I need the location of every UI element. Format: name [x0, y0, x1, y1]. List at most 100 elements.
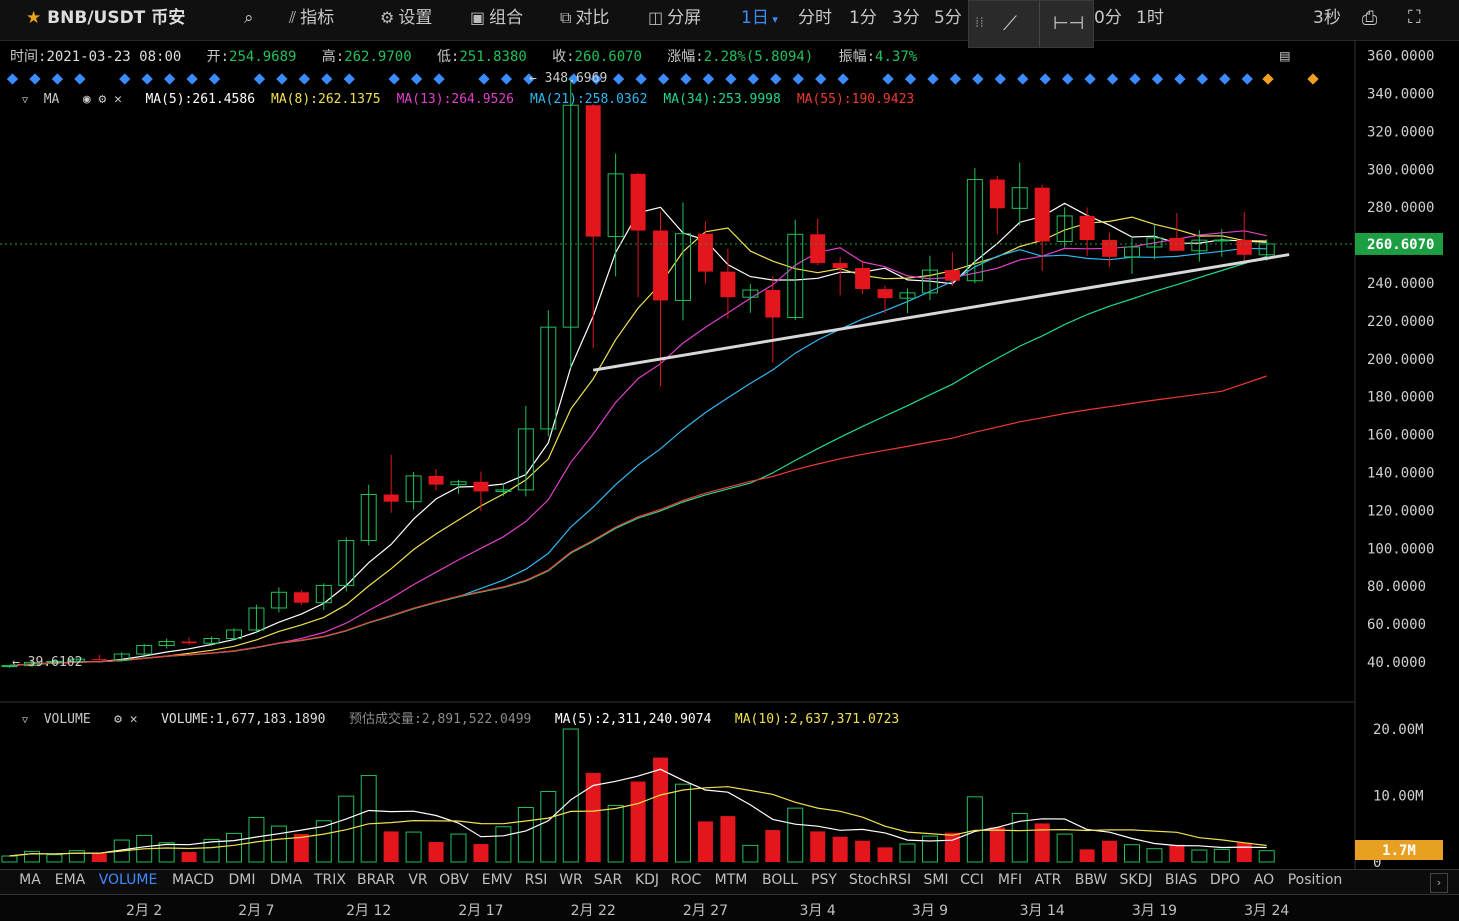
chevron-down-icon: ▾	[768, 13, 778, 26]
interval-1m[interactable]: 1分	[849, 8, 877, 28]
volume-bar-up	[68, 850, 85, 863]
calendar-icon[interactable]: ▤	[1280, 46, 1290, 65]
interval-time[interactable]: 分时	[798, 8, 832, 28]
drawing-toolbar: ⁞⁞ ⟋ ⊢⊣	[968, 0, 1094, 48]
candle-body-up	[158, 641, 175, 647]
candle-body-up	[46, 660, 63, 663]
high-marker: ← 348.6969	[529, 71, 607, 86]
change-label: 涨幅:	[667, 49, 704, 65]
indicator-tab[interactable]: MACD	[172, 872, 214, 888]
indicator-tab[interactable]: StochRSI	[848, 872, 912, 888]
compare-icon: ⧉	[560, 8, 572, 27]
settings-button[interactable]: ⚙ 设置	[380, 0, 432, 36]
candle-body-up	[338, 540, 355, 586]
gear-icon[interactable]: ⚙	[114, 712, 122, 727]
refresh-rate[interactable]: 3秒	[1313, 8, 1341, 28]
indicator-tab[interactable]: EMV	[481, 872, 513, 888]
indicator-tab[interactable]: MA	[19, 872, 41, 888]
indicator-tab[interactable]: MTM	[714, 872, 748, 888]
indicator-tab[interactable]: TRIX	[314, 872, 346, 888]
interval-30m[interactable]: 0分	[1094, 8, 1122, 28]
horizontal-line-tool-icon[interactable]: ⊢⊣	[1053, 13, 1085, 34]
compare-label: 对比	[575, 8, 610, 28]
candle-body-down	[944, 270, 960, 281]
event-marker	[702, 73, 715, 85]
symbol-selector[interactable]: ★ BNB/USDT 币安	[26, 0, 185, 36]
line-tool-icon[interactable]: ⟋	[1003, 11, 1017, 35]
collapse-icon[interactable]: ▽	[22, 715, 29, 726]
fullscreen-icon[interactable]: ⛶	[1408, 7, 1421, 28]
interval-1d[interactable]: 1日 ▾	[741, 0, 778, 36]
search-icon[interactable]: ⌕	[244, 8, 254, 28]
candle-body-up	[1, 665, 18, 668]
event-marker	[612, 73, 625, 85]
event-marker	[1039, 73, 1051, 85]
volume-bar-up	[360, 775, 377, 863]
event-marker	[433, 73, 445, 85]
current-volume-tag	[1355, 840, 1443, 860]
indicator-button[interactable]: ⫽ 指标	[289, 0, 334, 36]
indicator-tab[interactable]: WR	[559, 872, 583, 888]
indicator-tab[interactable]: BRAR	[356, 872, 396, 888]
candle-body-up	[315, 584, 332, 604]
indicator-tab[interactable]: ROC	[670, 872, 702, 888]
collapse-icon[interactable]: ▽	[22, 95, 29, 106]
indicator-tab[interactable]: RSI	[524, 872, 548, 888]
volume-bar-up	[158, 842, 175, 863]
indicator-tab[interactable]: VOLUME	[98, 872, 158, 888]
candle-body-up	[607, 173, 624, 238]
indicator-tab[interactable]: CCI	[960, 872, 984, 888]
price-tick-label: 160.0000	[1367, 428, 1434, 444]
indicator-tab[interactable]: PSY	[811, 872, 837, 888]
indicator-tab[interactable]: BOLL	[762, 872, 798, 888]
split-button[interactable]: ◫ 分屏	[648, 0, 701, 36]
date-tick-label: 2月 7	[238, 903, 275, 919]
split-icon: ◫	[648, 8, 664, 27]
indicator-tab[interactable]: DPO	[1209, 872, 1241, 888]
indicator-tab[interactable]: SMI	[923, 872, 949, 888]
indicator-tab[interactable]: OBV	[439, 872, 469, 888]
camera-icon[interactable]: ⎙	[1362, 7, 1378, 29]
indicator-tab[interactable]: SKDJ	[1119, 872, 1153, 888]
price-tick-label: 300.0000	[1367, 162, 1434, 178]
current-price-label: 260.6070	[1367, 237, 1434, 253]
indicator-tab[interactable]: Position	[1287, 872, 1343, 888]
indicator-tab[interactable]: VR	[408, 872, 428, 888]
indicator-tab[interactable]: MFI	[997, 872, 1023, 888]
volume-bar-up	[517, 806, 534, 863]
volume-bar-up	[405, 831, 422, 863]
volume-bar-up	[675, 783, 691, 863]
candle-body-up	[675, 233, 691, 301]
compare-button[interactable]: ⧉ 对比	[560, 0, 609, 36]
interval-1h[interactable]: 1时	[1136, 8, 1164, 28]
gear-icon[interactable]: ⚙	[98, 92, 107, 107]
indicator-tab[interactable]: EMA	[54, 872, 86, 888]
volume-bar-up	[787, 807, 804, 863]
combo-button[interactable]: ▣ 组合	[470, 0, 523, 36]
interval-5m[interactable]: 5分	[934, 8, 962, 28]
indicator-tab[interactable]: AO	[1253, 872, 1275, 888]
chevron-right-icon[interactable]: ›	[1430, 873, 1448, 893]
drag-handle-icon[interactable]: ⁞⁞	[975, 15, 984, 31]
indicator-tab[interactable]: KDJ	[634, 872, 660, 888]
close-icon[interactable]: ✕	[129, 712, 138, 727]
candle-body-down	[810, 234, 826, 264]
candle-body-down	[293, 592, 309, 603]
indicator-tab[interactable]: DMA	[269, 872, 303, 888]
volume-bar-down	[1169, 844, 1185, 862]
star-icon[interactable]: ★	[26, 8, 42, 28]
candle-body-down	[473, 481, 489, 492]
event-marker	[747, 73, 760, 85]
indicator-tab[interactable]: BIAS	[1164, 872, 1198, 888]
indicator-tab[interactable]: DMI	[228, 872, 256, 888]
amp-value: 4.37%	[875, 49, 918, 65]
candle-body-down	[1079, 215, 1095, 240]
eye-icon[interactable]: ◉	[82, 92, 91, 107]
close-icon[interactable]: ✕	[114, 92, 122, 107]
event-marker	[208, 73, 221, 85]
indicator-tab[interactable]: SAR	[593, 872, 623, 888]
indicator-tab[interactable]: ATR	[1034, 872, 1062, 888]
interval-3m[interactable]: 3分	[892, 8, 920, 28]
indicator-tab[interactable]: BBW	[1074, 872, 1108, 888]
